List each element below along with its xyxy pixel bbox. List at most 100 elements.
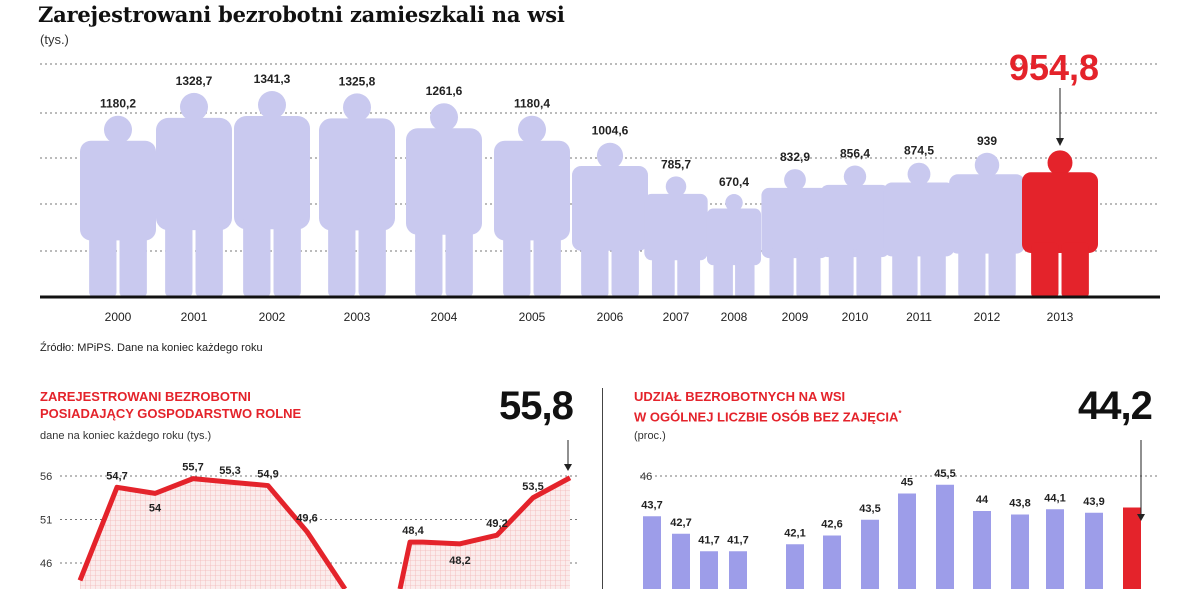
chart-unit: (tys.) xyxy=(40,32,69,47)
figure-body xyxy=(80,140,156,241)
figure-leg-left xyxy=(328,217,356,297)
value-label: 43,9 xyxy=(1083,496,1104,508)
farm-owners-unit: dane na koniec każdego roku (tys.) xyxy=(40,430,212,442)
year-label: 2007 xyxy=(663,310,690,324)
share-bar-chart: 46 43,7 42,7 41,7 41,7 42,1 42,6 43,5 45 45,5 44 43… xyxy=(640,440,1160,589)
bar-6 xyxy=(861,519,879,589)
figure-leg-right xyxy=(677,251,701,297)
year-label: 2006 xyxy=(597,310,624,324)
value-label: 832,9 xyxy=(780,150,810,164)
share-title-line-2: W OGÓLNEJ LICZBIE OSÓB BEZ ZAJĘCIA* xyxy=(634,405,901,425)
figure-head xyxy=(665,176,687,197)
year-label: 2000 xyxy=(105,310,132,324)
figure-leg-left xyxy=(415,222,443,297)
bar-11 xyxy=(1046,509,1064,589)
figure-leg-right xyxy=(533,228,561,297)
value-label: 55,3 xyxy=(219,465,240,477)
y-tick-label: 51 xyxy=(40,515,52,527)
bar-9 xyxy=(973,511,991,589)
figure-leg-right xyxy=(358,217,386,297)
figure-leg-right xyxy=(445,222,473,297)
figure-leg-left xyxy=(581,240,609,297)
person-figure-icon-2002 xyxy=(234,91,310,297)
value-label: 55,7 xyxy=(182,462,203,474)
figure-head xyxy=(974,152,1000,178)
highlight-pointer-arrow xyxy=(1137,514,1145,521)
panel-divider xyxy=(602,388,603,589)
share-title-line-2-text: W OGÓLNEJ LICZBIE OSÓB BEZ ZAJĘCIA xyxy=(634,409,899,425)
figure-leg-right xyxy=(988,243,1016,297)
figure-leg-left xyxy=(503,228,531,297)
figure-leg-right xyxy=(195,216,223,297)
figure-leg-right xyxy=(119,228,147,297)
figure-leg-left xyxy=(1031,242,1059,297)
year-label: 2002 xyxy=(259,310,286,324)
figure-leg-right xyxy=(273,216,301,297)
bar-0 xyxy=(643,516,661,589)
figure-body xyxy=(572,165,648,251)
chart-title: Zarejestrowani bezrobotni zamieszkali na… xyxy=(38,2,565,27)
series-line-segment-2 xyxy=(397,475,572,589)
value-label: 785,7 xyxy=(661,157,691,171)
person-figure-icon-2004 xyxy=(406,103,482,297)
figure-leg-left xyxy=(828,247,854,297)
figure-leg-right xyxy=(735,257,755,297)
figure-leg-left xyxy=(713,257,733,297)
year-label: 2005 xyxy=(519,310,546,324)
value-label: 45,5 xyxy=(934,468,955,480)
figure-head xyxy=(596,142,624,169)
person-figure-icon-2010 xyxy=(820,165,890,297)
bar-12 xyxy=(1085,512,1103,589)
figure-head xyxy=(430,103,458,132)
figure-head xyxy=(258,91,286,119)
figure-leg-right xyxy=(856,247,882,297)
value-label: 41,7 xyxy=(698,534,719,546)
person-figure-icon-2005 xyxy=(494,115,570,297)
value-label: 42,1 xyxy=(784,527,805,539)
value-label: 874,5 xyxy=(904,144,934,158)
year-label: 2012 xyxy=(974,310,1001,324)
value-label: 54,9 xyxy=(257,469,278,481)
value-label: 1328,7 xyxy=(176,74,213,88)
figure-body xyxy=(706,208,762,266)
figure-head xyxy=(180,92,208,121)
value-label: 670,4 xyxy=(719,175,749,189)
year-label: 2010 xyxy=(842,310,869,324)
figure-head xyxy=(784,169,806,191)
person-figure-icon-2011 xyxy=(883,162,955,297)
source-note: Źródło: MPiPS. Dane na koniec każdego ro… xyxy=(40,342,263,354)
year-label: 2003 xyxy=(344,310,371,324)
bar-2 xyxy=(700,551,718,589)
value-label: 49,2 xyxy=(486,518,507,530)
figure-leg-left xyxy=(243,216,271,297)
person-figure-icon-2009 xyxy=(761,169,829,297)
figure-head xyxy=(104,115,132,144)
bar-5 xyxy=(823,535,841,589)
figure-body xyxy=(820,184,890,258)
farm-owners-title-line-2: POSIADAJĄCY GOSPODARSTWO ROLNE xyxy=(40,406,302,421)
value-label: 1261,6 xyxy=(426,84,463,98)
value-label: 54 xyxy=(149,502,162,514)
figure-leg-right xyxy=(796,248,821,297)
value-label: 48,4 xyxy=(402,525,424,537)
figure-head xyxy=(907,162,931,186)
value-label: 42,6 xyxy=(821,519,842,531)
bar-8 xyxy=(936,484,954,589)
figure-body xyxy=(644,193,708,261)
figure-head xyxy=(1047,150,1073,176)
highlight-pointer-arrow xyxy=(1056,138,1064,146)
year-label: 2008 xyxy=(721,310,748,324)
year-label: 2013 xyxy=(1047,310,1074,324)
person-figure-icon-2006 xyxy=(572,142,648,297)
highlight-value-label: 954,8 xyxy=(1009,47,1099,88)
figure-leg-left xyxy=(769,248,794,297)
person-figure-icon-2000 xyxy=(80,115,156,297)
bar-10 xyxy=(1011,514,1029,589)
person-figure-icon-2001 xyxy=(156,92,232,297)
value-label: 1341,3 xyxy=(254,72,291,86)
value-label: 44 xyxy=(976,494,989,506)
figure-body xyxy=(234,116,310,230)
bar-1 xyxy=(672,533,690,589)
share-highlight-value: 44,2 xyxy=(1078,384,1153,428)
figure-body xyxy=(319,118,395,231)
